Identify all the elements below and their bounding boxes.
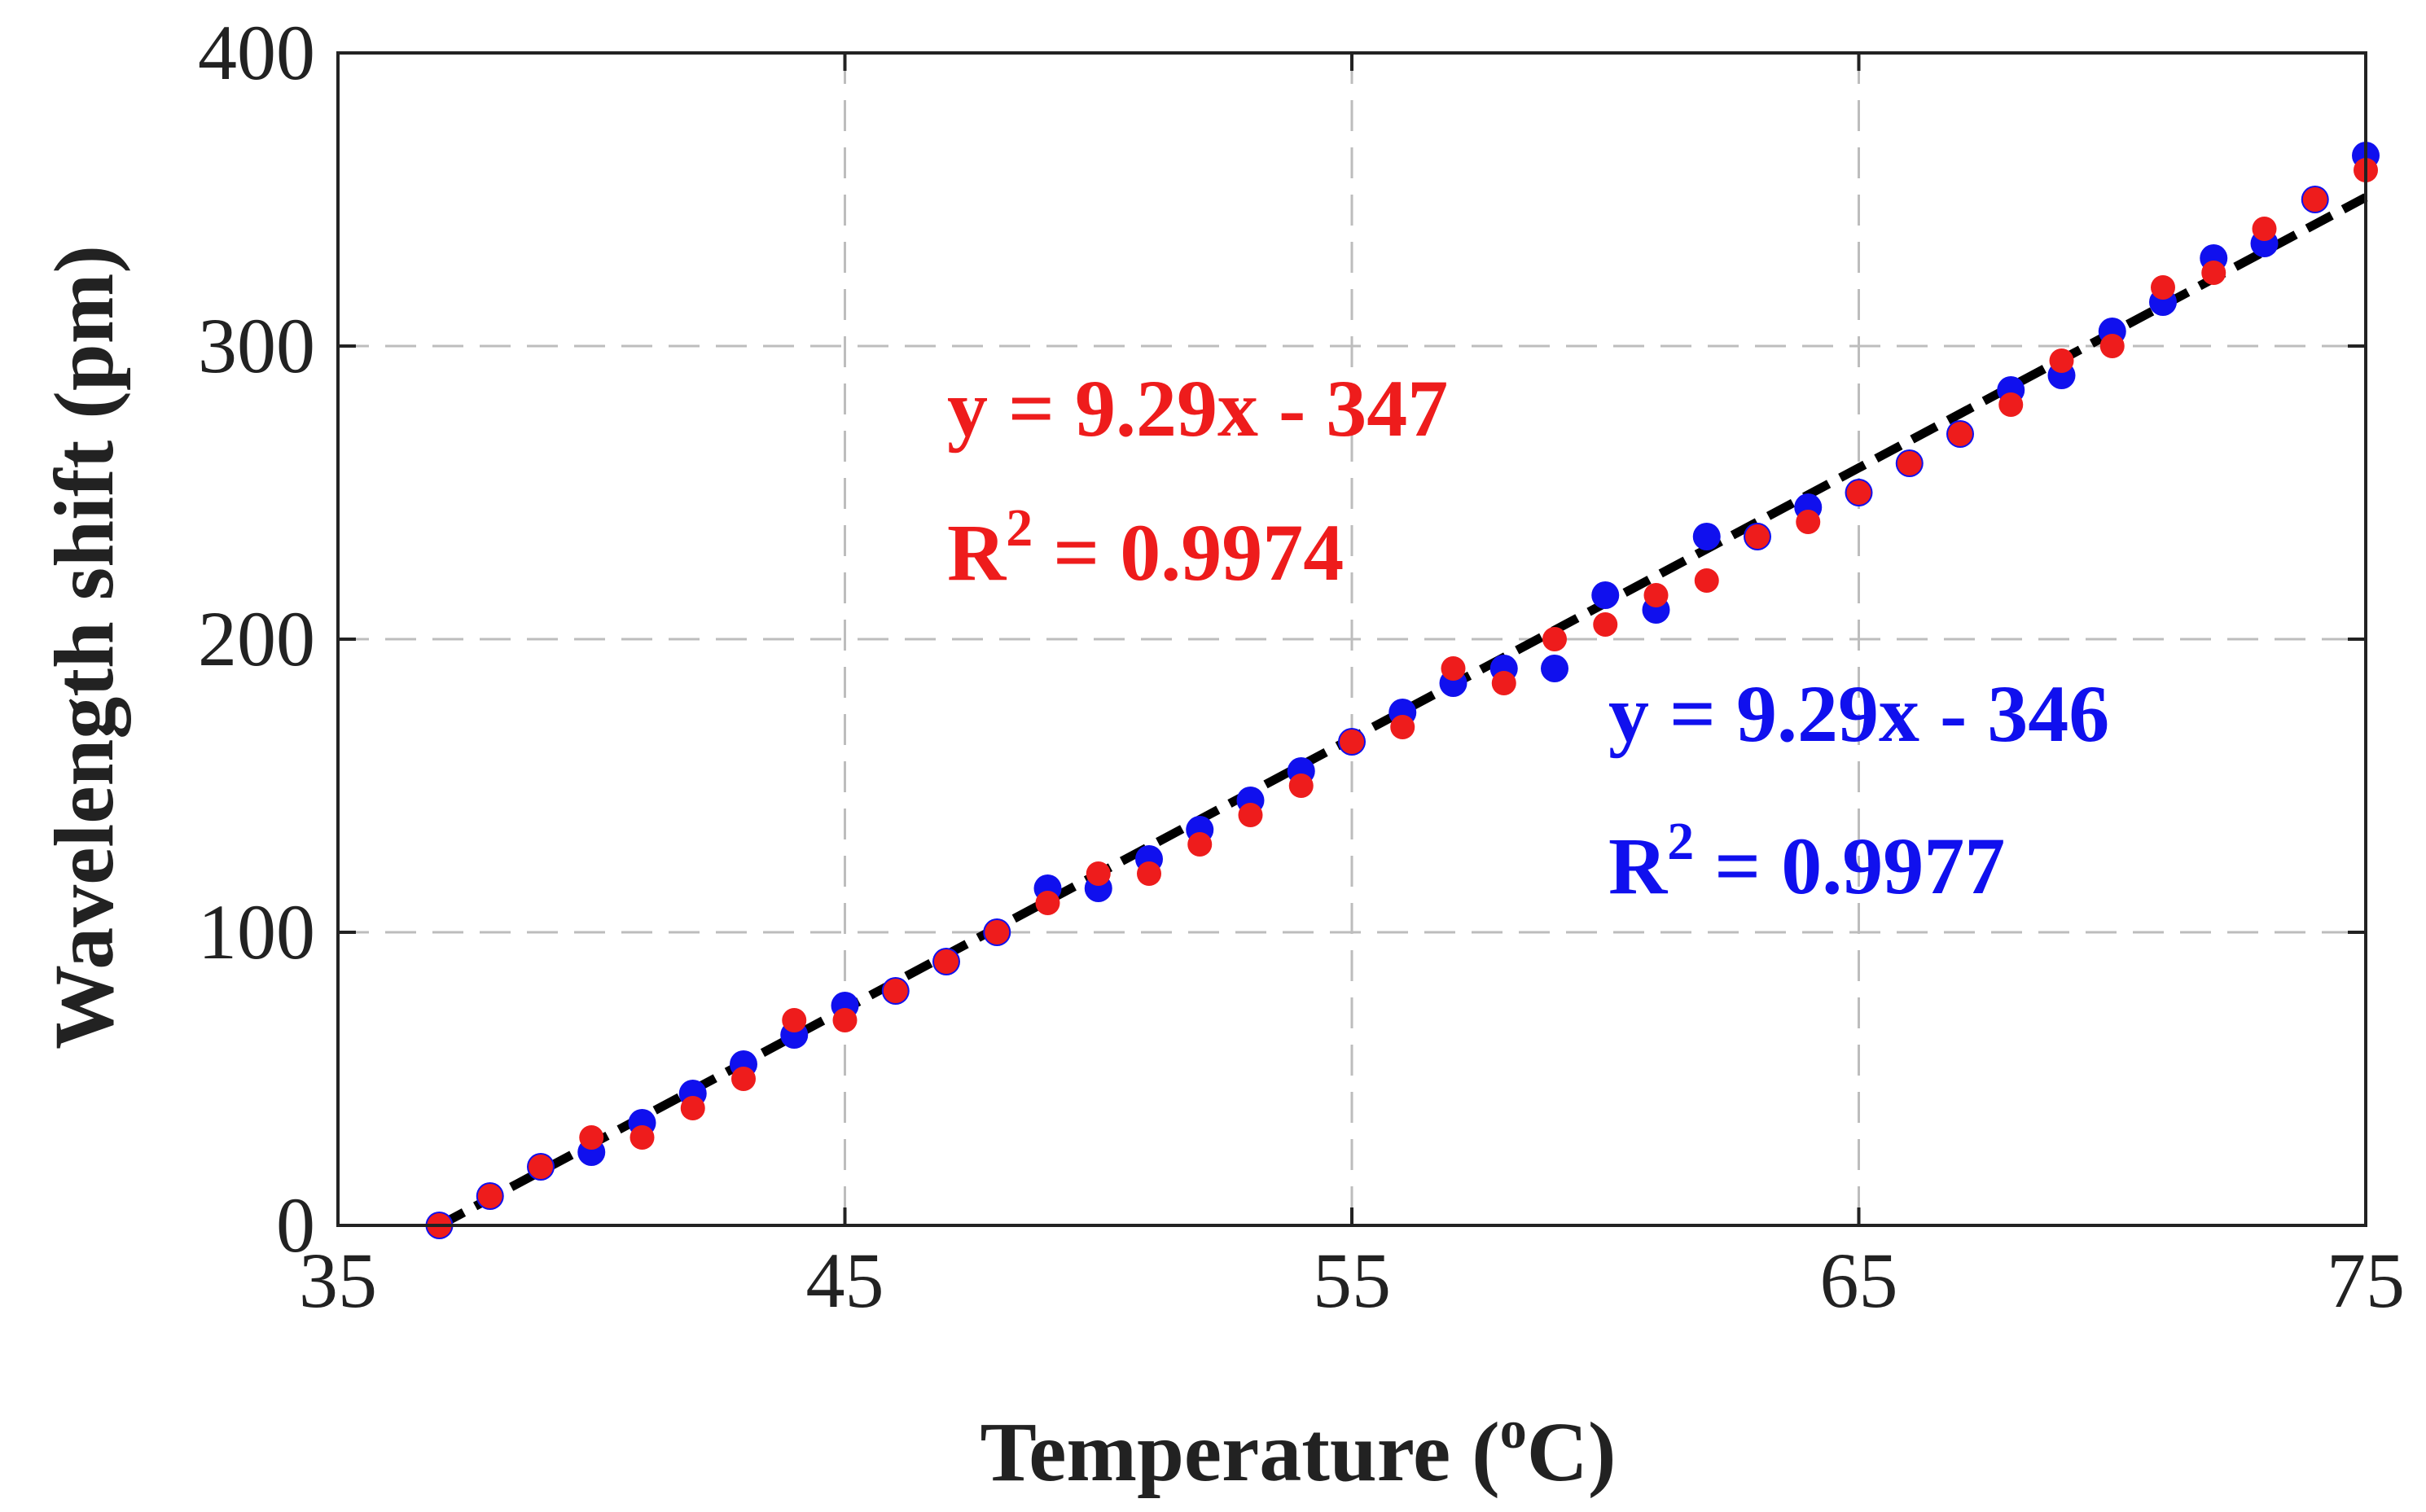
y-tick-label: 300 xyxy=(198,302,315,389)
red-point xyxy=(2151,275,2175,300)
y-axis-title: Wavelength shift (pm) xyxy=(37,245,131,1050)
red-point xyxy=(731,1067,756,1091)
ticks-layer: 35 45 55 65 75 0 100 200 300 400 xyxy=(198,9,2405,1324)
red-point xyxy=(832,1008,858,1032)
red-point xyxy=(2049,348,2074,373)
red-point xyxy=(1897,451,1922,476)
red-point xyxy=(934,949,959,974)
red-point xyxy=(529,1155,553,1179)
x-axis-title-main: Temperature ( xyxy=(980,1405,1499,1499)
red-point xyxy=(883,979,908,1003)
red-point xyxy=(1137,861,1161,886)
red-point xyxy=(1846,480,1871,505)
blue-r2-label: R xyxy=(1608,821,1669,911)
red-point xyxy=(1745,524,1770,549)
y-tick-label: 400 xyxy=(198,9,315,96)
blue-equation: y = 9.29x - 346 xyxy=(1608,668,2109,759)
red-point xyxy=(1643,583,1669,607)
red-equation: y = 9.29x - 347 xyxy=(947,363,1448,454)
x-axis-title-sup: o xyxy=(1500,1400,1527,1460)
red-r2-value: = 0.9974 xyxy=(1033,507,1344,598)
red-point xyxy=(1796,510,1821,534)
red-point xyxy=(2201,261,2226,285)
x-axis-title: Temperature (oC) xyxy=(980,1400,1616,1499)
red-point xyxy=(1491,671,1516,695)
blue-point xyxy=(1591,581,1620,609)
red-point xyxy=(1187,832,1213,857)
red-r2-sup: 2 xyxy=(1006,498,1033,558)
red-point xyxy=(1948,422,1972,446)
x-axis-title-tail: C) xyxy=(1527,1405,1617,1499)
red-point xyxy=(2099,334,2125,358)
red-point xyxy=(1694,568,1719,593)
red-point xyxy=(1238,803,1263,827)
red-point xyxy=(2252,217,2277,241)
points-layer xyxy=(425,142,2380,1239)
x-tick-label: 75 xyxy=(2327,1237,2405,1324)
blue-point xyxy=(1541,655,1568,682)
red-point xyxy=(1390,715,1415,739)
x-tick-label: 45 xyxy=(806,1237,884,1324)
red-point xyxy=(1288,774,1314,798)
red-point xyxy=(1340,730,1364,754)
red-point xyxy=(1086,861,1111,886)
red-point xyxy=(1441,656,1466,681)
red-point xyxy=(477,1184,502,1208)
blue-point xyxy=(1692,523,1721,550)
red-point xyxy=(2302,187,2327,212)
red-point xyxy=(1593,612,1618,637)
red-point xyxy=(1998,392,2024,417)
red-point xyxy=(680,1096,705,1120)
red-point xyxy=(630,1125,655,1150)
y-tick-label: 100 xyxy=(198,888,315,975)
y-tick-label: 0 xyxy=(276,1181,315,1269)
x-tick-label: 35 xyxy=(299,1237,377,1324)
red-point xyxy=(782,1008,807,1032)
red-r2-label: R xyxy=(947,507,1007,598)
red-point xyxy=(579,1125,604,1150)
blue-r2-value: = 0.9977 xyxy=(1694,821,2005,911)
red-r2: R2 = 0.9974 xyxy=(947,498,1344,598)
x-tick-label: 55 xyxy=(1313,1237,1391,1324)
red-point xyxy=(1035,891,1060,915)
red-point xyxy=(1542,627,1567,651)
blue-r2: R2 = 0.9977 xyxy=(1608,812,2005,911)
grid-layer xyxy=(338,53,2366,1225)
red-point xyxy=(985,920,1010,944)
blue-r2-sup: 2 xyxy=(1667,812,1694,871)
y-tick-label: 200 xyxy=(198,595,315,682)
x-tick-label: 65 xyxy=(1820,1237,1898,1324)
